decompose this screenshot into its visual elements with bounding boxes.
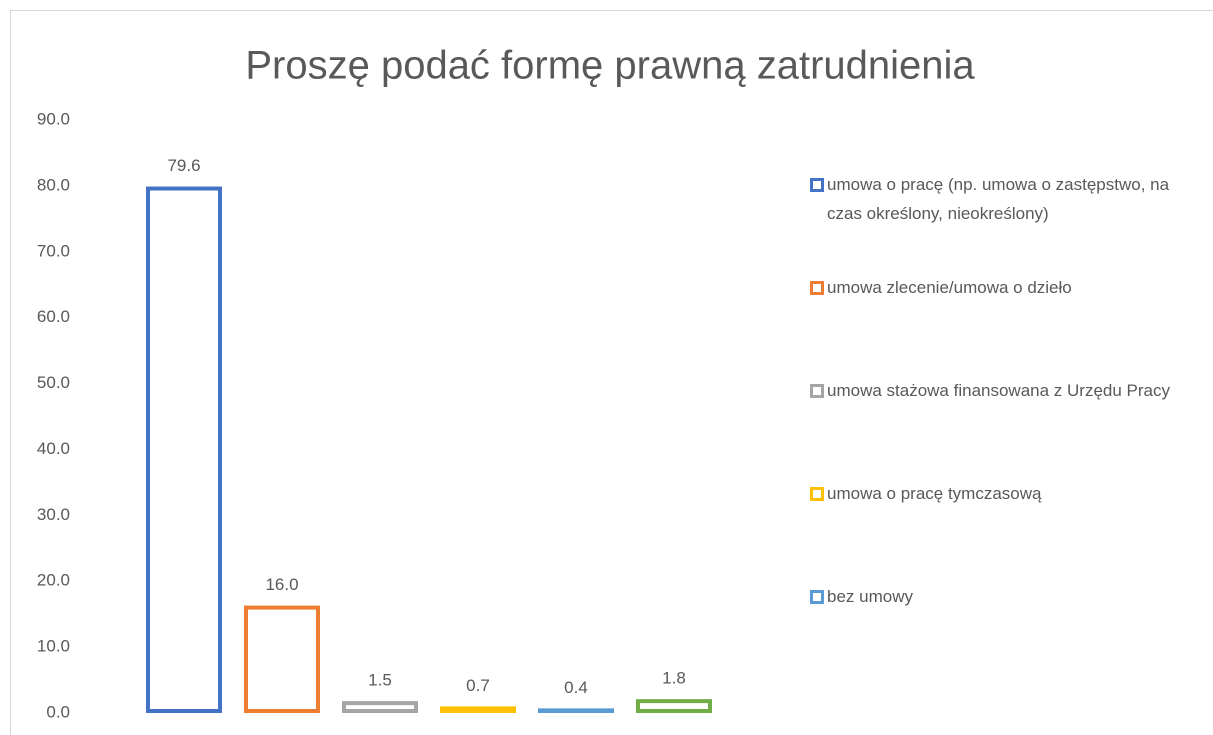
legend-label: umowa stażowa finansowana z Urzędu Pracy bbox=[827, 381, 1170, 400]
bar bbox=[146, 186, 222, 714]
y-tick-label: 80.0 bbox=[37, 175, 70, 194]
data-label: 1.5 bbox=[368, 671, 392, 690]
bar bbox=[636, 699, 712, 714]
legend-entry: umowa o pracę tymczasową bbox=[810, 479, 1170, 508]
y-tick-label: 90.0 bbox=[37, 109, 70, 128]
bar bbox=[342, 701, 418, 713]
legend-label: umowa o pracę (np. umowa o zastępstwo, n… bbox=[827, 175, 1170, 223]
y-tick-label: 70.0 bbox=[37, 241, 70, 260]
legend-swatch bbox=[810, 178, 824, 192]
y-tick-label: 50.0 bbox=[37, 373, 70, 392]
legend-entry: umowa zlecenie/umowa o dzieło bbox=[810, 273, 1170, 302]
y-tick-label: 0.0 bbox=[46, 702, 70, 721]
legend-entry: umowa o pracę (np. umowa o zastępstwo, n… bbox=[810, 170, 1170, 228]
data-label: 0.4 bbox=[564, 678, 588, 697]
data-label: 79.6 bbox=[167, 156, 200, 175]
legend-entry: bez umowy bbox=[810, 582, 1170, 611]
legend-label: umowa o pracę tymczasową bbox=[827, 484, 1042, 503]
legend-label: umowa zlecenie/umowa o dzieło bbox=[827, 278, 1072, 297]
bar bbox=[440, 706, 516, 713]
y-tick-label: 60.0 bbox=[37, 307, 70, 326]
legend-swatch bbox=[810, 281, 824, 295]
y-tick-label: 10.0 bbox=[37, 637, 70, 656]
legend-label: bez umowy bbox=[827, 587, 913, 606]
data-label: 1.8 bbox=[662, 669, 686, 688]
y-tick-label: 30.0 bbox=[37, 505, 70, 524]
y-tick-label: 20.0 bbox=[37, 571, 70, 590]
chart-title: Proszę podać formę prawną zatrudnienia bbox=[245, 44, 975, 88]
legend-swatch bbox=[810, 384, 824, 398]
y-tick-label: 40.0 bbox=[37, 439, 70, 458]
data-label: 16.0 bbox=[265, 575, 298, 594]
bar bbox=[244, 605, 320, 713]
legend-swatch bbox=[810, 590, 824, 604]
data-label: 0.7 bbox=[466, 676, 490, 695]
bar bbox=[538, 708, 614, 713]
legend-entry: umowa stażowa finansowana z Urzędu Pracy bbox=[810, 376, 1170, 405]
chart-frame bbox=[10, 10, 1213, 735]
legend-swatch bbox=[810, 487, 824, 501]
